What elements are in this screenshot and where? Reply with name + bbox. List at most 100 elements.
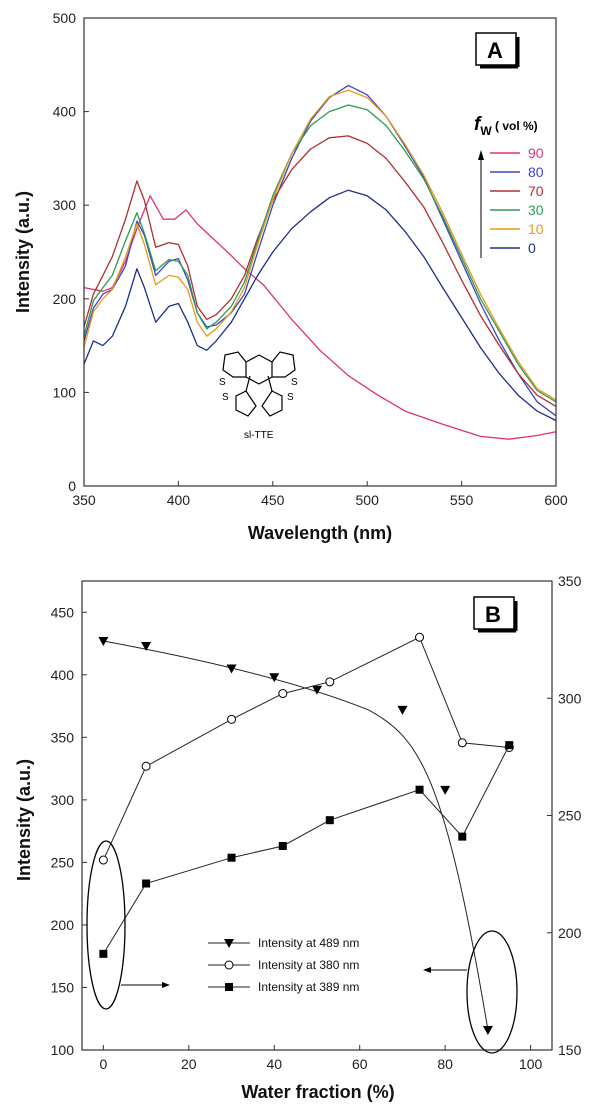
left-axis-ellipse: [86, 840, 126, 1010]
panel-b-x-tick-label: 40: [266, 1056, 282, 1072]
data-point-0: [397, 705, 408, 715]
panel-b-frame: [81, 580, 553, 1051]
molecule-sulfur-2: S: [291, 377, 298, 388]
data-point-1: [415, 632, 425, 642]
data-point-0: [98, 637, 109, 647]
panel-b-y2-tick-label: 350: [558, 573, 582, 589]
data-point-1: [325, 677, 335, 687]
data-point-0: [312, 685, 322, 695]
molecule-label: sl-TTE: [244, 430, 274, 441]
panel-a-y-tick-label: 500: [53, 10, 77, 26]
series-line-1: [102, 636, 510, 861]
data-point-1: [227, 714, 237, 724]
panel-b-y-tick-label: 400: [51, 667, 75, 683]
panel-a-x-tick-label: 350: [72, 492, 96, 508]
panel-a-y-axis-label: Intensity (a.u.): [13, 191, 33, 313]
molecule-sulfur-1: S: [219, 377, 226, 388]
panel-b-y2-tick-label: 300: [558, 690, 582, 706]
spectrum-line-90: [83, 195, 557, 440]
data-point-2: [505, 741, 514, 750]
panel-a-x-tick-label: 450: [261, 492, 285, 508]
panel-b-y-tick-label: 150: [51, 979, 75, 995]
panel-a-x-tick-label: 550: [450, 492, 474, 508]
panel-a-y-tick-label: 0: [68, 478, 76, 494]
data-point-2: [99, 949, 108, 958]
panel-b-axes: 0 20 40 60 80 100 100 150 200 250 300 350 400 450 150 2…: [51, 573, 582, 1072]
panel-a-series: [83, 84, 557, 440]
panel-b-series: [98, 632, 514, 1035]
data-point-0: [226, 664, 237, 674]
panel-a-label: A: [487, 38, 503, 63]
panel-a-legend: 90 80 70 30 10 0: [490, 145, 544, 256]
molecule-sulfur-3: S: [222, 392, 229, 403]
panel-b-x-tick-label: 80: [437, 1056, 453, 1072]
panel-b-label-box: [473, 596, 515, 630]
series-line-0: [103, 640, 489, 1031]
legend-label-90: 90: [528, 145, 544, 161]
legend-label-30: 30: [528, 202, 544, 218]
panel-b-y-tick-label: 250: [51, 854, 75, 870]
panel-a-x-tick-label: 500: [356, 492, 380, 508]
data-point-0: [141, 642, 152, 652]
panel-a-x-tick-label: 400: [167, 492, 191, 508]
panel-a-frame: [83, 17, 557, 487]
molecule-structure: [222, 351, 296, 417]
legend-label-0: Intensity at 489 nm: [258, 936, 359, 950]
data-point-2: [415, 785, 424, 794]
legend-arrow-head: [478, 150, 484, 160]
spectrum-line-80: [83, 84, 557, 417]
panel-b-x-tick-label: 100: [519, 1056, 543, 1072]
data-point-1: [141, 761, 151, 771]
panel-b-x-tick-label: 20: [181, 1056, 197, 1072]
panel-a-y-tick-label: 400: [53, 104, 77, 120]
legend-label-1: Intensity at 380 nm: [258, 958, 359, 972]
data-point-2: [278, 841, 287, 850]
legend-label-80: 80: [528, 164, 544, 180]
spectrum-line-70: [83, 135, 557, 407]
molecule-sulfur-4: S: [287, 392, 294, 403]
data-point-0: [482, 1025, 493, 1035]
data-point-2: [227, 853, 236, 862]
left-axis-arrow-head: [162, 982, 170, 988]
spectrum-line-30: [83, 104, 557, 403]
data-point-2: [325, 816, 334, 825]
panel-b-y2-tick-label: 150: [558, 1042, 582, 1058]
panel-b-x-axis-label: Water fraction (%): [241, 1082, 394, 1102]
panel-b-y-tick-label: 200: [51, 917, 75, 933]
data-point-2: [142, 879, 151, 888]
legend-label-0: 0: [528, 240, 536, 256]
legend-marker-1: [224, 960, 234, 970]
series-line-2: [102, 744, 510, 955]
legend-marker-0: [224, 939, 234, 948]
panel-a-x-axis-label: Wavelength (nm): [248, 523, 392, 543]
data-point-2: [458, 832, 467, 841]
panel-a-y-tick-label: 200: [53, 291, 77, 307]
legend-title: fW ( vol %): [474, 114, 538, 138]
panel-b-y-axis-label: Intensity (a.u.): [14, 759, 34, 881]
spectrum-line-0: [83, 189, 557, 422]
data-point-1: [457, 738, 467, 748]
panel-b-chart: 0 20 40 60 80 100 100 150 200 250 300 350 400 450 150 2…: [14, 573, 582, 1102]
spectrum-line-10: [83, 89, 557, 401]
panel-a-y-tick-label: 100: [53, 384, 77, 400]
panel-b-x-tick-label: 60: [352, 1056, 368, 1072]
panel-a-y-tick-label: 300: [53, 197, 77, 213]
data-point-1: [98, 855, 108, 865]
panel-b-y-tick-label: 350: [51, 729, 75, 745]
data-point-0: [440, 785, 451, 795]
panel-b-y-tick-label: 100: [51, 1042, 75, 1058]
legend-label-70: 70: [528, 183, 544, 199]
data-point-1: [278, 689, 288, 699]
panel-b-label: B: [485, 602, 501, 627]
legend-label-2: Intensity at 389 nm: [258, 980, 359, 994]
legend-marker-2: [225, 983, 233, 991]
panel-a-x-tick-label: 600: [544, 492, 568, 508]
panel-a-label-box: [475, 32, 517, 66]
right-axis-arrow-head: [423, 967, 431, 973]
panel-b-x-tick-label: 0: [99, 1056, 107, 1072]
panel-b-y-tick-label: 450: [51, 604, 75, 620]
panel-b-legend: Intensity at 489 nm Intensity at 380 nm In…: [208, 936, 359, 994]
